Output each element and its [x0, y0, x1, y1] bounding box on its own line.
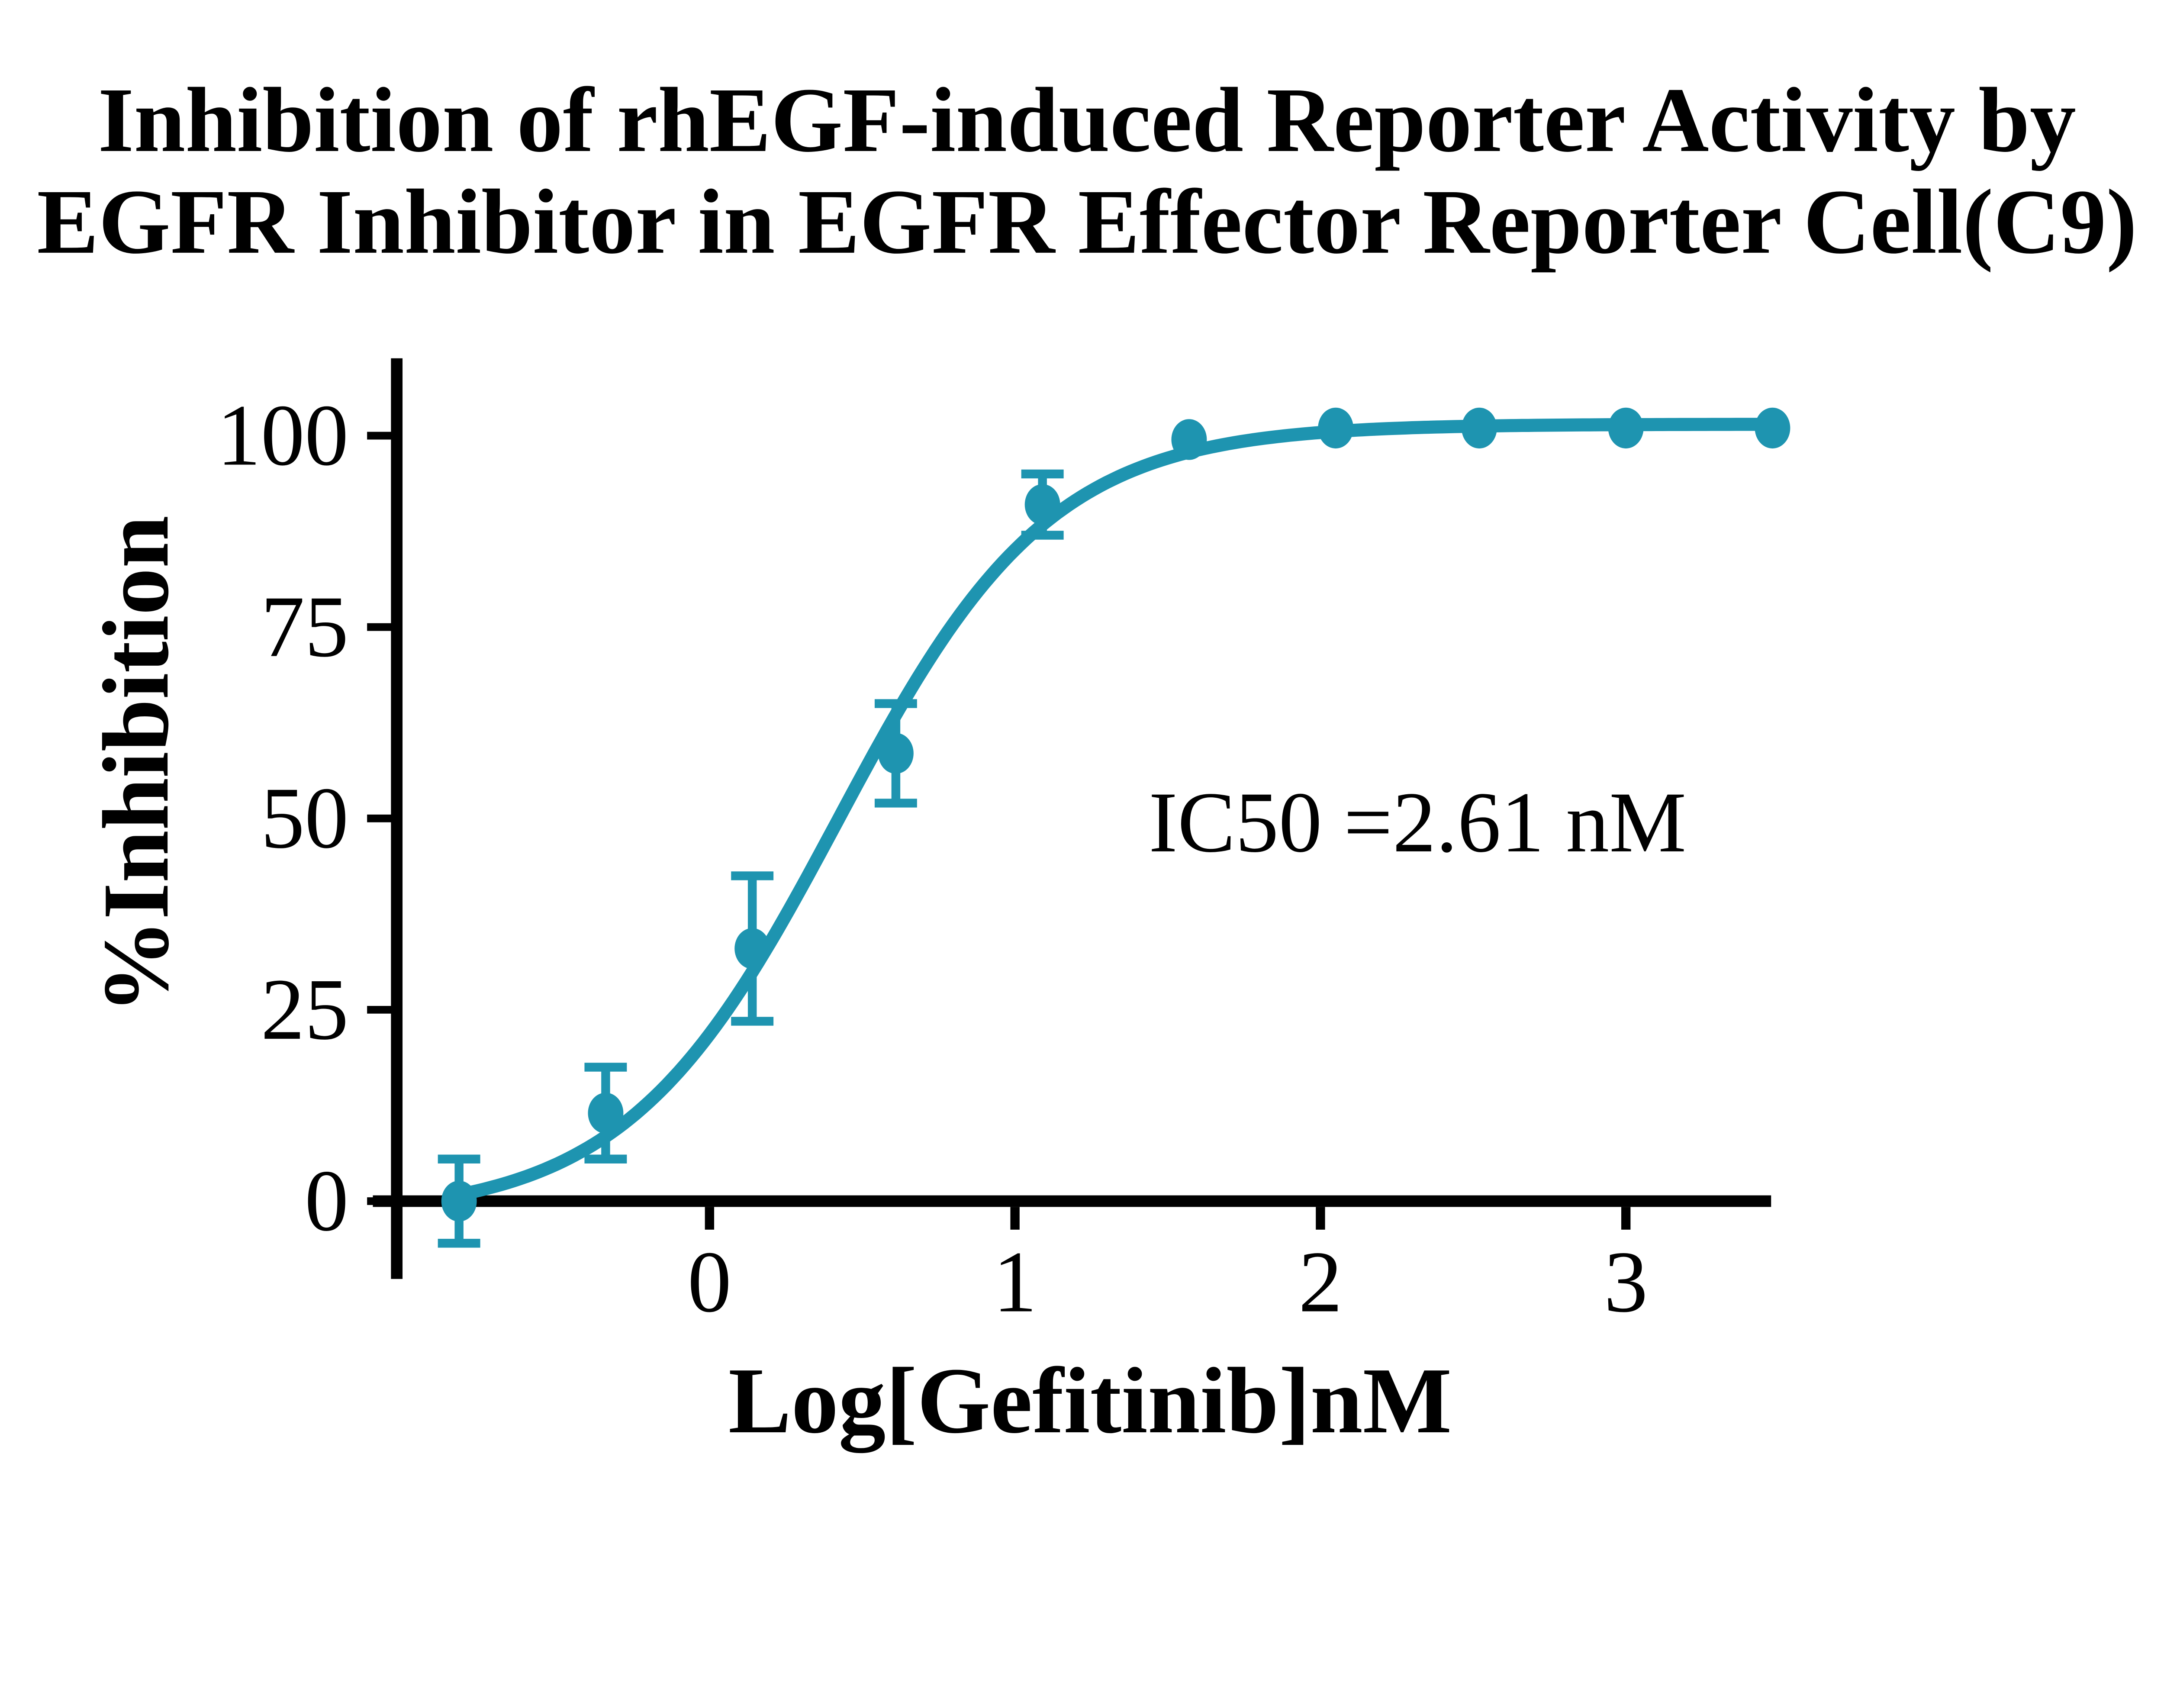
y-axis-title: %Inhibition: [84, 516, 188, 1014]
dose-response-chart: Inhibition of rhEGF-induced Reporter Act…: [0, 0, 2164, 1520]
y-tick-label: 50: [261, 769, 349, 867]
y-tick-label: 75: [261, 578, 349, 675]
chart-title-line2: EGFR Inhibitor in EGFR Effector Reporter…: [37, 171, 2137, 273]
data-point-marker: [1024, 484, 1060, 525]
fit-curve: [452, 418, 1779, 1202]
x-tick-label: 3: [1604, 1233, 1648, 1331]
ic50-annotation: IC50 =2.61 nM: [1149, 775, 1686, 870]
x-tick-label: 2: [1298, 1233, 1342, 1331]
data-point-marker: [441, 1180, 477, 1222]
data-point-marker: [878, 733, 914, 774]
data-point-marker: [1461, 407, 1497, 449]
y-tick-label: 25: [261, 960, 349, 1058]
series-layer: [438, 407, 1790, 1248]
chart-background: [0, 0, 2164, 1520]
data-point-marker: [1318, 407, 1354, 449]
x-tick-label: 1: [993, 1233, 1037, 1331]
y-tick-label: 100: [217, 387, 348, 484]
axes: 0 25 50 75 100 0 1 2 3: [217, 358, 1771, 1331]
y-tick-label: 0: [305, 1152, 348, 1249]
data-point-marker: [1171, 419, 1207, 460]
x-tick-label: 0: [688, 1233, 731, 1331]
figure-container: Inhibition of rhEGF-induced Reporter Act…: [0, 0, 2164, 1520]
data-point-marker: [588, 1092, 624, 1134]
data-point-marker: [1608, 407, 1644, 449]
tick-layer: 0 25 50 75 100 0 1 2 3: [217, 387, 1648, 1331]
data-point-marker: [734, 928, 770, 969]
x-axis-title: Log[Gefitinib]nM: [728, 1349, 1452, 1453]
data-point-marker: [1755, 407, 1790, 449]
chart-title-line1: Inhibition of rhEGF-induced Reporter Act…: [98, 69, 2076, 171]
